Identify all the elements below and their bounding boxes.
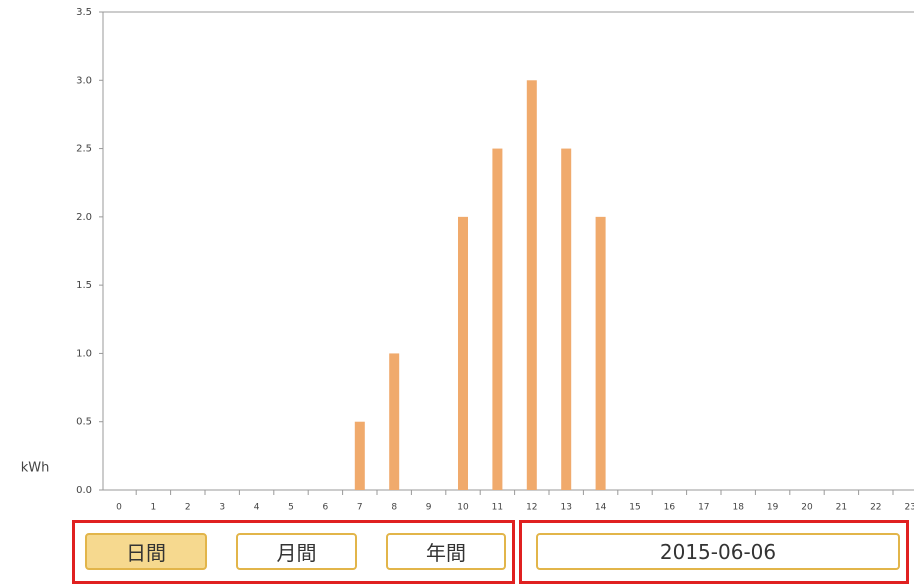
x-tick-label: 17: [698, 503, 709, 513]
x-tick-label: 10: [457, 503, 469, 513]
bar: [389, 353, 400, 490]
x-tick-label: 18: [732, 503, 744, 513]
x-tick-label: 13: [560, 503, 571, 513]
x-tick-label: 22: [870, 503, 881, 513]
x-tick-label: 1: [151, 503, 157, 513]
x-tick-label: 3: [219, 503, 225, 513]
x-tick-label: 8: [391, 503, 397, 513]
date-field[interactable]: 2015-06-06: [536, 533, 900, 570]
y-tick-label: 3.0: [76, 75, 92, 86]
y-tick-label: 3.5: [76, 7, 92, 18]
x-tick-label: 9: [426, 503, 432, 513]
bar: [492, 148, 503, 491]
year-button[interactable]: 年間: [386, 533, 506, 570]
x-tick-label: 0: [116, 503, 122, 513]
bar: [354, 421, 365, 490]
y-tick-label: 2.5: [76, 144, 92, 155]
date-frame: [519, 520, 909, 584]
x-tick-label: 12: [526, 503, 537, 513]
x-tick-label: 21: [836, 503, 847, 513]
x-tick-label: 5: [288, 503, 294, 513]
x-tick-label: 2: [185, 503, 191, 513]
chart: kWh 0.00.51.01.52.02.53.03.50 1 2 3 4 5 6 7 8 9 10…: [21, 7, 914, 513]
x-tick-label: 23: [904, 503, 914, 513]
x-tick-label: 11: [492, 503, 503, 513]
button-group-frame: [72, 520, 515, 584]
bar: [561, 148, 572, 491]
month-button[interactable]: 月間: [236, 533, 357, 570]
y-tick-label: 0.5: [76, 417, 92, 428]
x-tick-label: 15: [629, 503, 640, 513]
bar: [595, 216, 606, 490]
y-axis-label: kWh: [21, 461, 50, 476]
y-tick-label: 1.0: [76, 348, 92, 359]
y-tick-label: 0.0: [76, 485, 92, 496]
x-tick-label: 19: [767, 503, 779, 513]
y-tick-label: 2.0: [76, 212, 92, 223]
x-tick-label: 14: [595, 503, 607, 513]
y-tick-label: 1.5: [76, 280, 92, 291]
day-button[interactable]: 日間: [85, 533, 207, 570]
x-tick-label: 7: [357, 503, 363, 513]
x-tick-label: 16: [664, 503, 676, 513]
x-tick-label: 4: [254, 503, 260, 513]
bar: [458, 216, 468, 490]
x-tick-label: 6: [323, 503, 329, 513]
x-tick-label: 20: [801, 503, 813, 513]
bar: [526, 80, 537, 491]
